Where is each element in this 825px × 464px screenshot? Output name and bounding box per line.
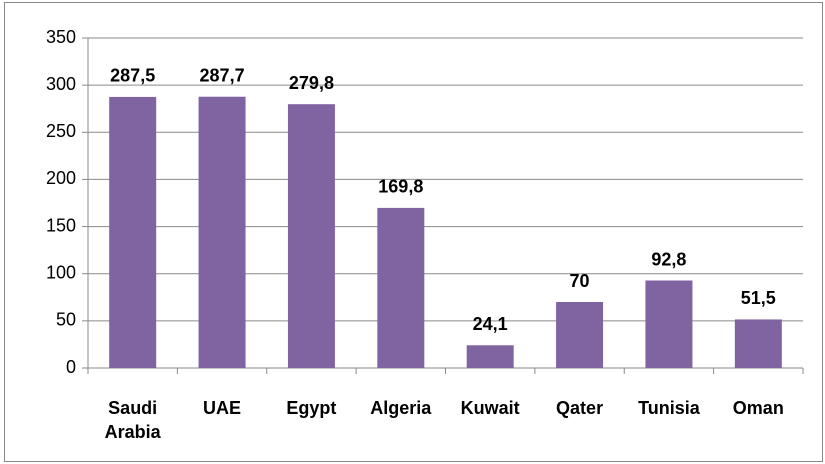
bar — [287, 104, 335, 368]
x-tick-label: UAE — [203, 398, 242, 418]
y-tick-label: 150 — [46, 215, 76, 235]
x-tick-label: Qater — [556, 398, 604, 418]
x-tick-label: Oman — [732, 398, 784, 418]
x-tick-label: Kuwait — [460, 398, 520, 418]
y-tick-label: 0 — [66, 357, 76, 377]
x-tick-label: Egypt — [286, 398, 337, 418]
y-tick-label: 50 — [56, 310, 76, 330]
bar — [645, 280, 693, 368]
data-label: 24,1 — [473, 314, 508, 334]
bar — [556, 302, 604, 368]
bar — [377, 207, 425, 368]
y-tick-label: 350 — [46, 27, 76, 47]
data-label: 279,8 — [289, 73, 334, 93]
data-label: 287,5 — [110, 66, 155, 86]
data-label: 169,8 — [378, 177, 423, 197]
x-tick-label: Algeria — [370, 398, 432, 418]
data-label: 51,5 — [741, 288, 776, 308]
data-label: 287,7 — [200, 65, 245, 85]
chart-frame — [4, 2, 823, 462]
data-label: 70 — [570, 271, 590, 291]
bar — [734, 319, 782, 368]
y-tick-label: 250 — [46, 121, 76, 141]
bar — [466, 345, 514, 368]
data-label: 92,8 — [651, 249, 686, 269]
bar — [109, 96, 157, 368]
y-tick-label: 300 — [46, 74, 76, 94]
y-tick-label: 200 — [46, 168, 76, 188]
y-tick-label: 100 — [46, 262, 76, 282]
bar — [198, 96, 246, 369]
x-tick-label: Tunisia — [638, 398, 700, 418]
x-tick-label: Saudi Arabia — [104, 398, 161, 442]
